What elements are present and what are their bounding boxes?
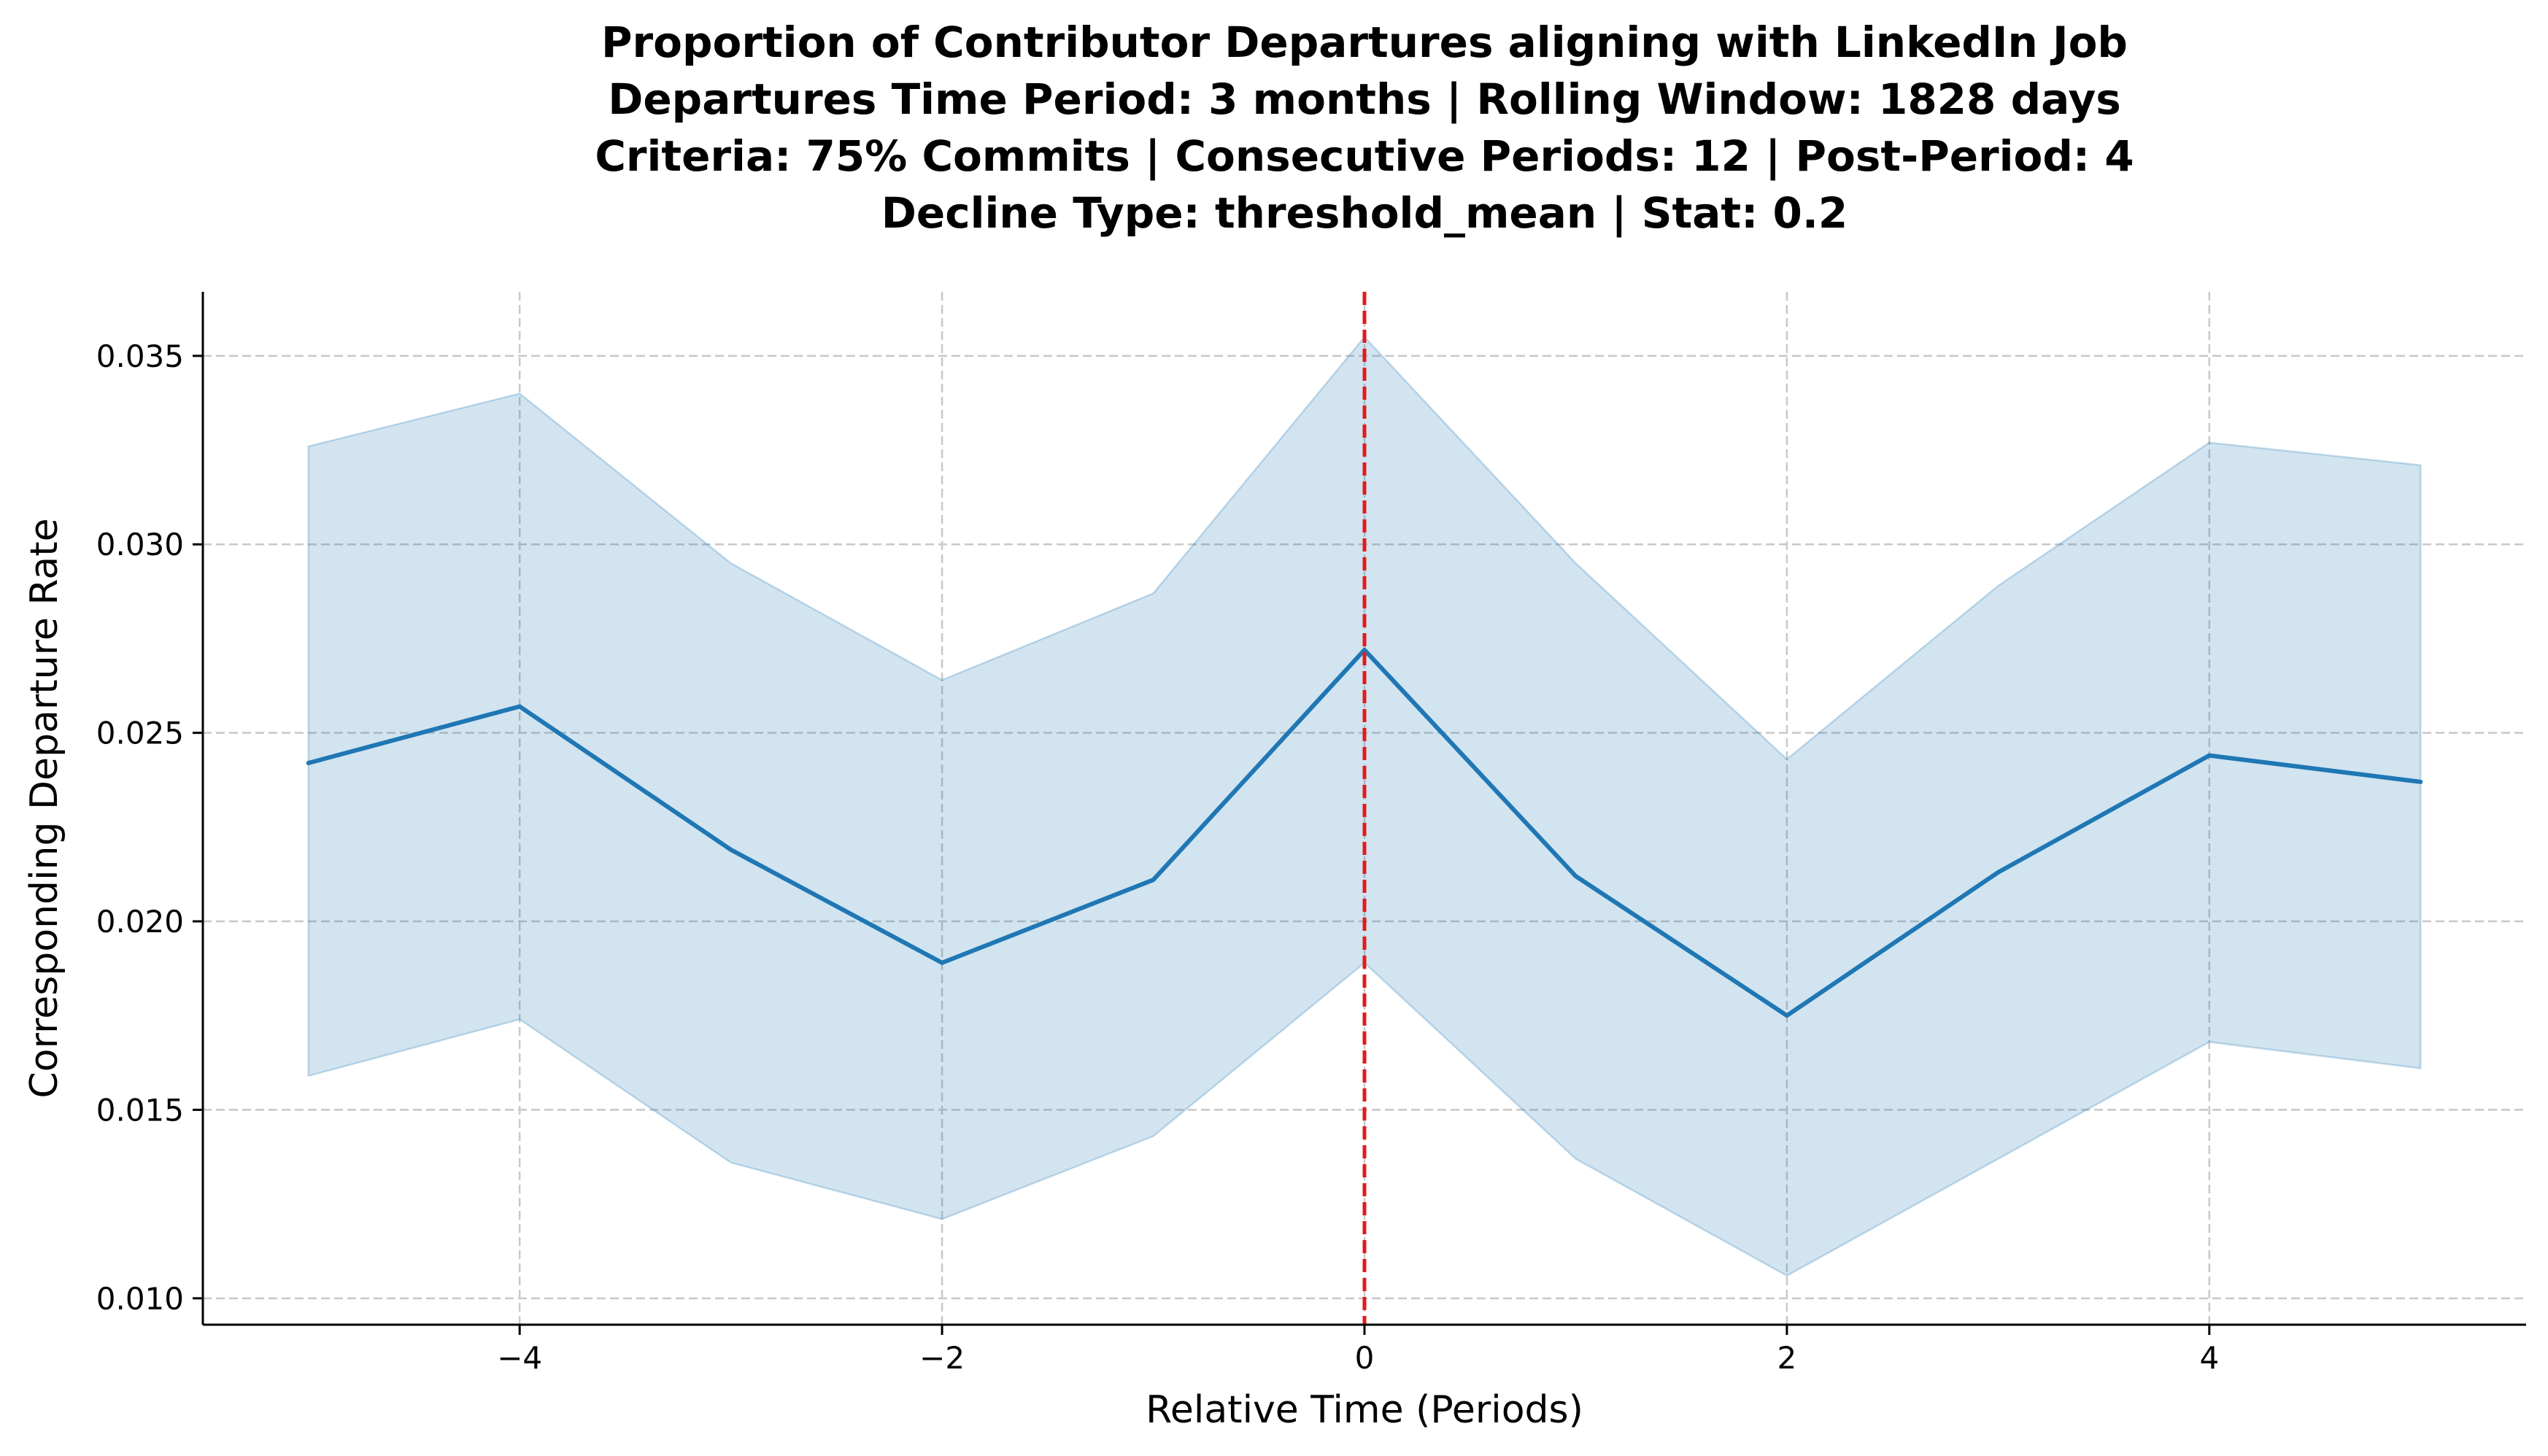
y-axis-label: Corresponding Departure Rate [23,518,66,1098]
y-tick-label: 0.015 [96,1092,184,1128]
x-tick-label: 0 [1355,1340,1375,1376]
y-tick-label: 0.035 [96,338,184,374]
chart-title-line-3: Criteria: 75% Commits | Consecutive Peri… [595,131,2134,181]
chart-title-line-1: Proportion of Contributor Departures ali… [601,18,2128,67]
y-axis-ticks: 0.010 0.015 0.020 0.025 0.030 0.035 [96,338,203,1317]
x-tick-label: 4 [2199,1340,2219,1376]
y-tick-label: 0.020 [96,904,184,940]
x-axis-ticks: −4 −2 0 2 4 [497,1325,2219,1376]
series-line [306,647,2423,1018]
x-tick-label: 2 [1777,1340,1797,1376]
chart-title-line-4: Decline Type: threshold_mean | Stat: 0.2 [881,188,1848,238]
y-tick-label: 0.025 [96,716,184,751]
series-line-layer [306,647,2423,1018]
x-axis-label: Relative Time (Periods) [1146,1388,1583,1432]
chart-title: Proportion of Contributor Departures ali… [595,18,2134,238]
y-tick-label: 0.010 [96,1281,184,1317]
x-tick-label: −2 [919,1340,965,1376]
x-tick-label: −4 [497,1340,542,1376]
y-tick-label: 0.030 [96,527,184,562]
chart-title-line-2: Departures Time Period: 3 months | Rolli… [608,74,2121,124]
